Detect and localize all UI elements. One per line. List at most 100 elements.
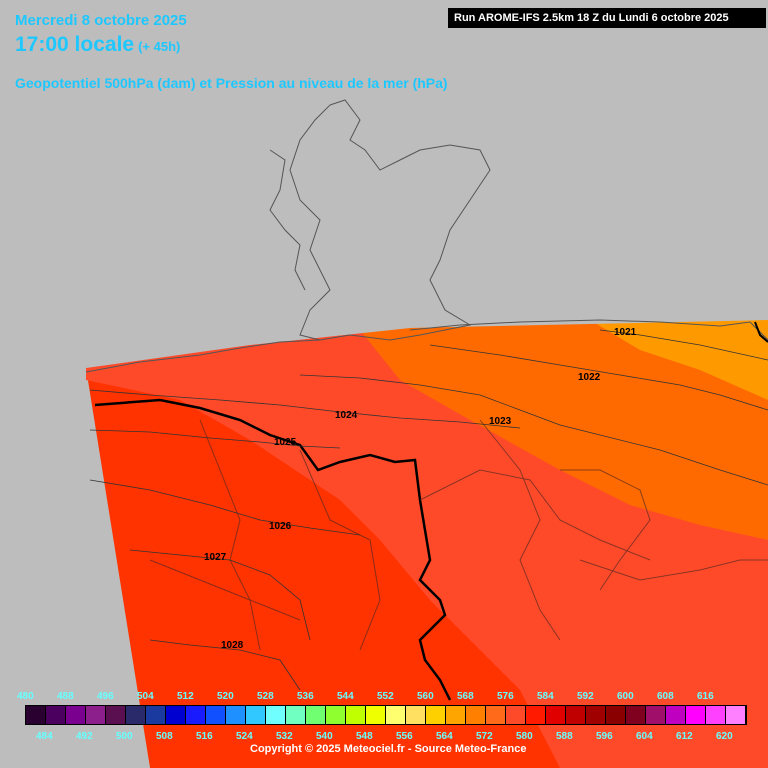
legend-bottom-label: 556 xyxy=(396,731,413,742)
legend-bottom-label: 604 xyxy=(636,731,653,742)
legend-bottom-label: 532 xyxy=(276,731,293,742)
legend-top-label: 592 xyxy=(577,691,594,702)
color-scale-swatch xyxy=(726,706,745,724)
isobar-label-1024: 1024 xyxy=(335,410,358,421)
isobar-label-1022: 1022 xyxy=(578,372,601,383)
color-scale-swatch xyxy=(66,706,85,724)
legend-top-label: 560 xyxy=(417,691,434,702)
isobar-label-1028: 1028 xyxy=(221,640,244,651)
legend-bottom-label: 516 xyxy=(196,731,213,742)
legend-bottom-label: 548 xyxy=(356,731,373,742)
continent-north-coast xyxy=(409,319,768,341)
legend-bottom-label: 492 xyxy=(76,731,93,742)
color-scale-swatch xyxy=(266,706,285,724)
legend-bottom-label: 484 xyxy=(36,731,53,742)
color-scale-swatch xyxy=(586,706,605,724)
legend-top-label: 520 xyxy=(217,691,234,702)
legend-top-label: 576 xyxy=(497,691,514,702)
coastlines xyxy=(85,99,768,373)
legend-top-label: 616 xyxy=(697,691,714,702)
legend-bottom-label: 580 xyxy=(516,731,533,742)
legend-top-label: 488 xyxy=(57,691,74,702)
color-scale-swatch xyxy=(626,706,645,724)
color-scale-swatch xyxy=(426,706,445,724)
color-scale-swatch xyxy=(466,706,485,724)
legend-top-label: 528 xyxy=(257,691,274,702)
color-scale-swatch xyxy=(526,706,545,724)
color-scale-swatch xyxy=(126,706,145,724)
forecast-time: 17:00 locale (+ 45h) xyxy=(15,33,180,57)
legend-top-label: 536 xyxy=(297,691,314,702)
legend-bottom-label: 620 xyxy=(716,731,733,742)
color-scale-swatch xyxy=(86,706,105,724)
scotland-west-coast xyxy=(269,149,306,291)
field-572-zone xyxy=(360,320,768,540)
forecast-lead-time: (+ 45h) xyxy=(138,39,181,54)
legend-top-label: 496 xyxy=(97,691,114,702)
legend-bottom-label: 524 xyxy=(236,731,253,742)
legend-top-label: 608 xyxy=(657,691,674,702)
copyright-notice: Copyright © 2025 Meteociel.fr - Source M… xyxy=(250,743,527,755)
color-scale-swatch xyxy=(206,706,225,724)
color-scale-swatch xyxy=(226,706,245,724)
color-scale-swatch xyxy=(386,706,405,724)
legend-top-label: 480 xyxy=(17,691,34,702)
isobar-lines xyxy=(89,329,768,691)
france-north-coast xyxy=(85,339,321,373)
field-title: Geopotentiel 500hPa (dam) et Pression au… xyxy=(15,75,448,91)
regional-borders xyxy=(149,419,768,651)
legend-bottom-label: 540 xyxy=(316,731,333,742)
field-568-zone xyxy=(590,320,768,400)
isobar-label-1021: 1021 xyxy=(614,327,637,338)
color-scale-bar xyxy=(25,705,747,725)
color-scale-swatch xyxy=(566,706,585,724)
color-scale-swatch xyxy=(26,706,45,724)
color-scale-swatch xyxy=(686,706,705,724)
color-scale-swatch xyxy=(486,706,505,724)
color-scale-swatch xyxy=(446,706,465,724)
color-scale-swatch xyxy=(186,706,205,724)
color-scale-swatch xyxy=(406,706,425,724)
legend-bottom-label: 572 xyxy=(476,731,493,742)
color-scale-swatch xyxy=(366,706,385,724)
color-scale-swatch xyxy=(106,706,125,724)
legend-bottom-label: 500 xyxy=(116,731,133,742)
color-scale-swatch xyxy=(146,706,165,724)
run-info: Run AROME-IFS 2.5km 18 Z du Lundi 6 octo… xyxy=(448,8,766,28)
color-scale-swatch xyxy=(306,706,325,724)
color-scale-swatch xyxy=(506,706,525,724)
color-scale-swatch xyxy=(46,706,65,724)
legend-bottom-label: 612 xyxy=(676,731,693,742)
legend-top-label: 544 xyxy=(337,691,354,702)
color-scale-swatch xyxy=(606,706,625,724)
color-scale-swatch xyxy=(666,706,685,724)
forecast-time-value: 17:00 locale xyxy=(15,33,135,56)
color-scale-swatch xyxy=(326,706,345,724)
legend-bottom-label: 564 xyxy=(436,731,453,742)
legend-bottom-label: 596 xyxy=(596,731,613,742)
forecast-date: Mercredi 8 octobre 2025 xyxy=(15,12,187,29)
color-scale-swatch xyxy=(706,706,725,724)
legend-top-label: 512 xyxy=(177,691,194,702)
isobar-label-1025: 1025 xyxy=(274,437,297,448)
color-scale-swatch xyxy=(346,706,365,724)
color-scale-swatch xyxy=(286,706,305,724)
isobar-label-1023: 1023 xyxy=(489,416,512,427)
legend-top-label: 584 xyxy=(537,691,554,702)
color-scale-swatch xyxy=(546,706,565,724)
legend-bottom-label: 588 xyxy=(556,731,573,742)
legend-top-label: 568 xyxy=(457,691,474,702)
color-scale-swatch xyxy=(246,706,265,724)
legend-top-label: 552 xyxy=(377,691,394,702)
color-scale-swatch xyxy=(646,706,665,724)
legend-top-label: 504 xyxy=(137,691,154,702)
legend-top-label: 600 xyxy=(617,691,634,702)
great-britain-coast xyxy=(289,99,491,341)
isobar-label-1026: 1026 xyxy=(269,521,292,532)
isobar-label-1027: 1027 xyxy=(204,552,227,563)
country-borders xyxy=(94,321,768,701)
legend-bottom-label: 508 xyxy=(156,731,173,742)
color-scale-swatch xyxy=(166,706,185,724)
